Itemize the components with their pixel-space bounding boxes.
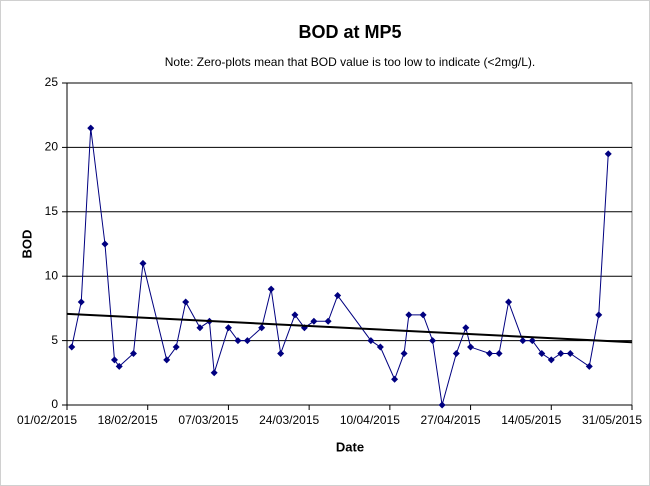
data-point: [391, 375, 399, 383]
data-point: [172, 343, 180, 351]
data-point: [87, 124, 95, 132]
x-tick-label: 01/02/2015: [17, 413, 77, 427]
x-tick-label: 27/04/2015: [421, 413, 481, 427]
x-tick-label: 10/04/2015: [340, 413, 400, 427]
data-point: [604, 150, 612, 158]
data-point: [77, 298, 85, 306]
data-point: [528, 337, 536, 345]
data-point: [452, 349, 460, 357]
data-point: [376, 343, 384, 351]
data-point: [210, 369, 218, 377]
x-tick-label: 14/05/2015: [501, 413, 561, 427]
data-point: [139, 259, 147, 267]
y-tick-label: 25: [45, 75, 59, 89]
data-point: [538, 349, 546, 357]
data-point: [519, 337, 527, 345]
data-point: [334, 292, 342, 300]
x-tick-label: 07/03/2015: [178, 413, 238, 427]
data-point: [429, 337, 437, 345]
y-axis-label: BOD: [19, 230, 34, 259]
data-point: [196, 324, 204, 332]
y-tick-label: 20: [45, 140, 59, 154]
x-axis-label: Date: [336, 439, 364, 454]
data-point: [224, 324, 232, 332]
data-point: [405, 311, 413, 319]
data-point: [495, 349, 503, 357]
y-tick-label: 10: [45, 268, 59, 282]
data-point: [557, 349, 565, 357]
trendline: [66, 312, 633, 344]
data-point: [547, 356, 555, 364]
data-point: [277, 349, 285, 357]
chart-subtitle: Note: Zero-plots mean that BOD value is …: [165, 55, 536, 69]
data-point: [234, 337, 242, 345]
data-point: [467, 343, 475, 351]
data-point: [101, 240, 109, 248]
data-point: [505, 298, 513, 306]
data-point: [486, 349, 494, 357]
data-point: [267, 285, 275, 293]
chart-title: BOD at MP5: [298, 22, 401, 42]
data-point: [182, 298, 190, 306]
plot-area: [66, 82, 633, 406]
x-tick-label: 18/02/2015: [98, 413, 158, 427]
data-point: [291, 311, 299, 319]
data-point: [400, 349, 408, 357]
data-point: [129, 349, 137, 357]
data-point: [324, 317, 332, 325]
data-point: [585, 362, 593, 370]
data-point: [566, 349, 574, 357]
data-point: [243, 337, 251, 345]
data-point: [462, 324, 470, 332]
data-point: [68, 343, 76, 351]
x-tick-label: 24/03/2015: [259, 413, 319, 427]
y-tick-label: 15: [45, 204, 59, 218]
data-point: [115, 362, 123, 370]
data-point: [310, 317, 318, 325]
y-tick-label: 0: [51, 397, 58, 411]
data-point: [163, 356, 171, 364]
data-point: [258, 324, 266, 332]
data-point: [419, 311, 427, 319]
data-point: [110, 356, 118, 364]
x-tick-label: 31/05/2015: [582, 413, 642, 427]
data-point: [438, 401, 446, 409]
data-point: [367, 337, 375, 345]
y-tick-label: 5: [51, 333, 58, 347]
data-point: [595, 311, 603, 319]
